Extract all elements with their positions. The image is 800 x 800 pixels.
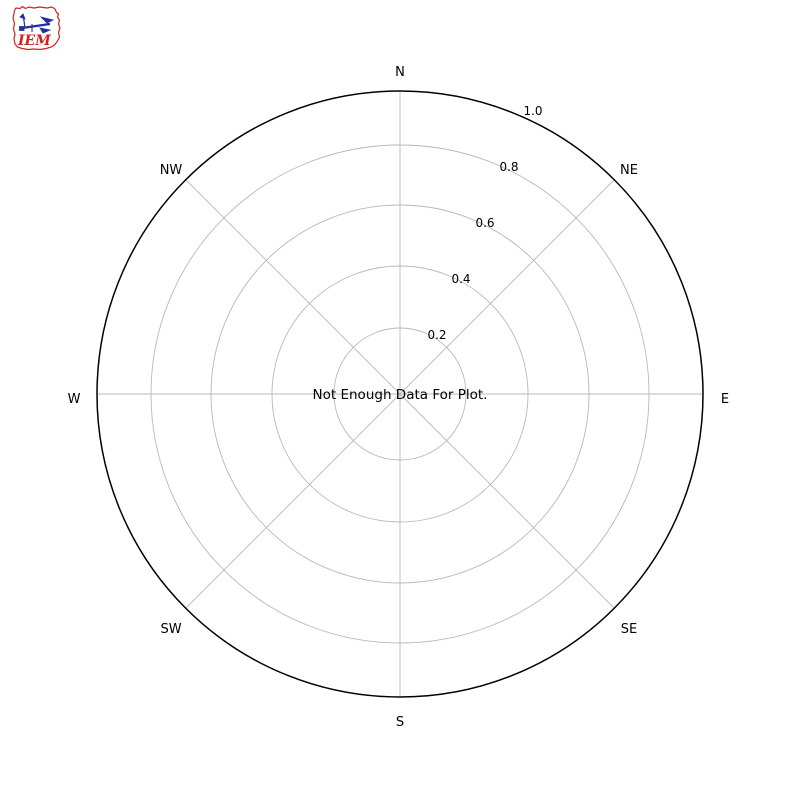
anemometer-icon (19, 13, 55, 34)
direction-label-se: SE (621, 622, 637, 637)
direction-label-n: N (395, 65, 405, 80)
direction-label-nw: NW (160, 163, 183, 178)
iem-logo-text: IEM (17, 33, 51, 49)
spoke-SW (185, 393, 401, 609)
radial-tick-label-3: 0.8 (499, 160, 518, 174)
direction-labels: N NE E SE S SW W NW (68, 65, 730, 730)
direction-label-s: S (396, 715, 404, 730)
polar-grid-spokes (97, 91, 703, 697)
radial-tick-label-4: 1.0 (523, 104, 542, 118)
radial-tick-label-2: 0.6 (475, 216, 494, 230)
radial-tick-label-1: 0.4 (451, 272, 470, 286)
radial-tick-labels: 0.2 0.4 0.6 0.8 1.0 (427, 104, 542, 342)
iem-logo-svg: IEM (12, 5, 61, 51)
spoke-NE (399, 179, 615, 395)
empty-state-message: Not Enough Data For Plot. (313, 387, 488, 403)
radial-tick-label-0: 0.2 (427, 328, 446, 342)
direction-label-w: W (68, 392, 81, 407)
spoke-SE (399, 393, 615, 609)
direction-label-ne: NE (620, 163, 638, 178)
direction-label-e: E (721, 392, 729, 407)
direction-label-sw: SW (160, 622, 181, 637)
iem-logo[interactable]: IEM (10, 4, 66, 54)
polar-outer-spine (96, 90, 704, 698)
spoke-NW (185, 179, 401, 395)
iowa-outline-shape (12, 5, 61, 51)
